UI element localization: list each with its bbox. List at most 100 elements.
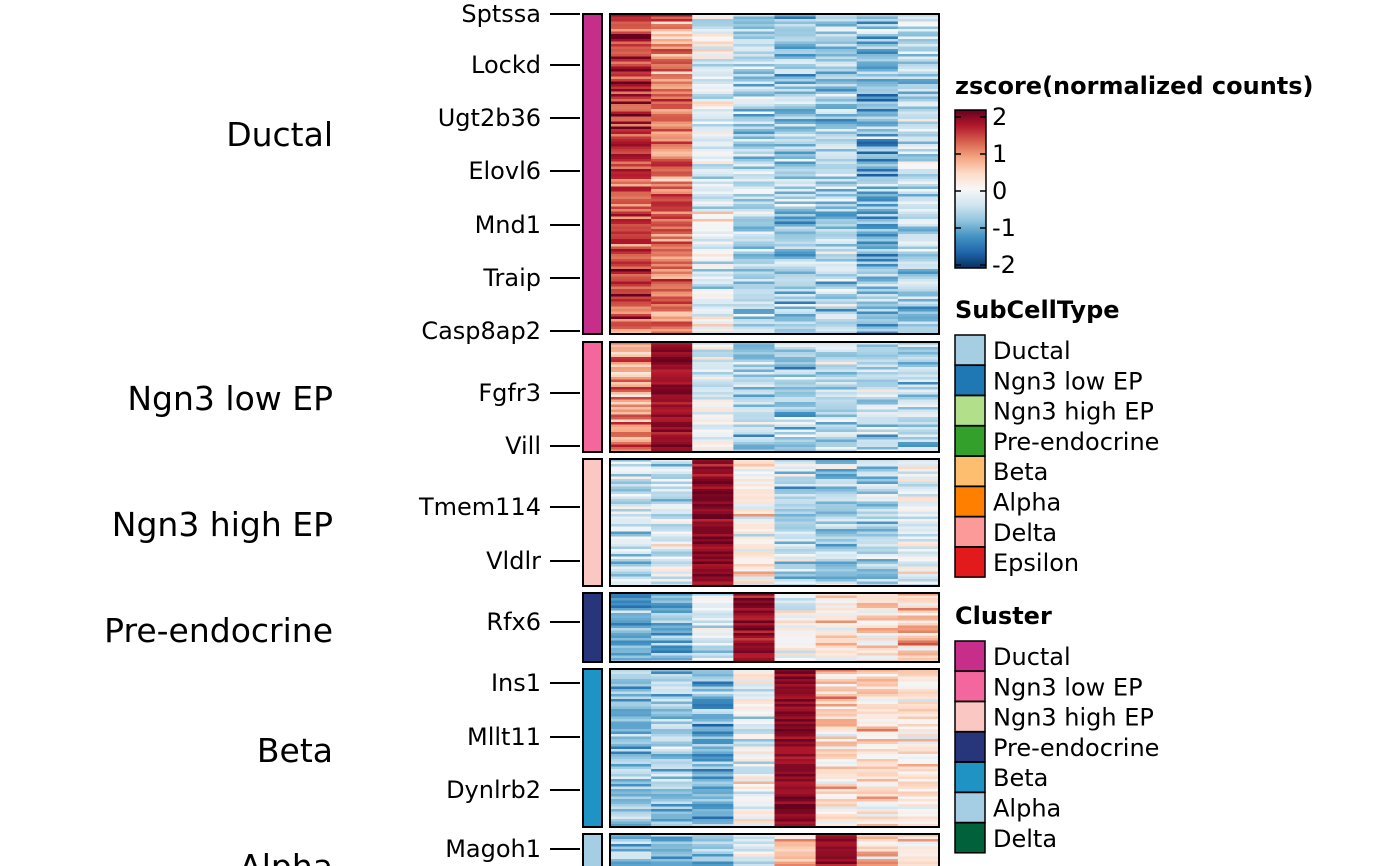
heatmap-cell xyxy=(774,464,817,467)
heatmap-cell xyxy=(733,169,775,172)
heatmap-cell xyxy=(856,804,899,807)
heatmap-cell xyxy=(610,319,652,322)
heatmap-cell xyxy=(651,741,693,745)
heatmap-cell xyxy=(897,771,940,775)
heatmap-cell xyxy=(815,84,858,87)
heatmap-cell xyxy=(774,816,817,820)
heatmap-cell xyxy=(692,479,734,482)
heatmap-cell xyxy=(856,696,899,700)
heatmap-cell xyxy=(815,149,858,152)
heatmap-cell xyxy=(610,41,652,45)
heatmap-cell xyxy=(815,429,858,433)
heatmap-cell xyxy=(733,244,775,247)
heatmap-cell xyxy=(815,447,858,450)
heatmap-cell xyxy=(815,397,858,400)
heatmap-cell xyxy=(856,650,899,654)
heatmap-cell xyxy=(733,194,775,197)
heatmap-cell xyxy=(897,486,940,490)
heatmap-cell xyxy=(651,231,693,235)
heatmap-cell xyxy=(856,506,899,510)
heatmap-cell xyxy=(897,544,940,547)
heatmap-cell xyxy=(733,304,775,307)
heatmap-cell xyxy=(856,166,899,170)
heatmap-cell xyxy=(774,506,817,510)
heatmap-cell xyxy=(692,374,734,378)
heatmap-cell xyxy=(856,784,899,787)
heatmap-cell xyxy=(733,704,775,707)
heatmap-cell xyxy=(733,19,775,22)
heatmap-cell xyxy=(815,379,858,383)
heatmap-cell xyxy=(651,109,693,112)
heatmap-cell xyxy=(774,344,817,348)
heatmap-cell xyxy=(651,514,693,517)
heatmap-cell xyxy=(774,776,817,780)
heatmap-cell xyxy=(856,124,899,127)
heatmap-cell xyxy=(692,66,734,70)
heatmap-cell xyxy=(610,598,652,601)
heatmap-cell xyxy=(856,34,899,37)
heatmap-cell xyxy=(815,161,858,165)
heatmap-cell xyxy=(897,316,940,320)
heatmap-cell xyxy=(733,179,775,182)
heatmap-cell xyxy=(610,429,652,433)
heatmap-cell xyxy=(610,294,652,297)
heatmap-cell xyxy=(774,234,817,237)
heatmap-cell xyxy=(856,816,899,820)
heatmap-cell xyxy=(610,576,652,580)
heatmap-cell xyxy=(692,789,734,792)
heatmap-cell xyxy=(856,314,899,317)
heatmap-cell xyxy=(733,276,775,280)
heatmap-cell xyxy=(651,701,693,705)
heatmap-cell xyxy=(733,106,775,110)
heatmap-cell xyxy=(897,816,940,820)
heatmap-cell xyxy=(897,392,940,395)
heatmap-cell xyxy=(692,784,734,787)
heatmap-cell xyxy=(692,279,734,282)
heatmap-cell xyxy=(856,221,899,225)
heatmap-cell xyxy=(856,29,899,32)
heatmap-cell xyxy=(733,306,775,310)
heatmap-cell xyxy=(815,648,858,651)
heatmap-cell xyxy=(651,369,693,373)
heatmap-cell xyxy=(692,367,734,370)
heatmap-cell xyxy=(856,471,899,475)
heatmap-cell xyxy=(856,486,899,490)
heatmap-cell xyxy=(897,209,940,212)
heatmap-cell xyxy=(815,324,858,327)
heatmap-cell xyxy=(651,104,693,107)
heatmap-cell xyxy=(815,246,858,250)
heatmap-cell xyxy=(610,524,652,527)
heatmap-cell xyxy=(610,357,652,360)
heatmap-cell xyxy=(692,628,734,631)
heatmap-cell xyxy=(897,756,940,760)
heatmap-cell xyxy=(692,229,734,232)
heatmap-cell xyxy=(651,382,693,385)
heatmap-cell xyxy=(733,367,775,370)
heatmap-cell xyxy=(692,709,734,712)
heatmap-cell xyxy=(610,387,652,390)
heatmap-cell xyxy=(897,39,940,42)
heatmap-cell xyxy=(610,369,652,373)
heatmap-cell xyxy=(774,191,817,195)
legend-swatch xyxy=(954,516,986,548)
heatmap-block-border xyxy=(609,341,940,453)
heatmap-cell xyxy=(897,645,940,649)
heatmap-cell xyxy=(897,372,940,375)
heatmap-cell xyxy=(897,131,940,135)
heatmap-cell xyxy=(692,581,734,585)
heatmap-cell xyxy=(897,434,940,438)
heatmap-cell xyxy=(733,630,775,634)
heatmap-cell xyxy=(733,791,775,795)
heatmap-cell xyxy=(897,561,940,565)
heatmap-cell xyxy=(733,362,775,365)
heatmap-cell xyxy=(856,211,899,215)
heatmap-cell xyxy=(856,676,899,680)
heatmap-cell xyxy=(774,16,817,20)
heatmap-cell xyxy=(815,231,858,235)
heatmap-cell xyxy=(651,544,693,547)
heatmap-cell xyxy=(774,214,817,217)
heatmap-cell xyxy=(733,579,775,582)
heatmap-cell xyxy=(774,304,817,307)
heatmap-cell xyxy=(897,491,940,495)
heatmap-cell xyxy=(774,841,817,845)
